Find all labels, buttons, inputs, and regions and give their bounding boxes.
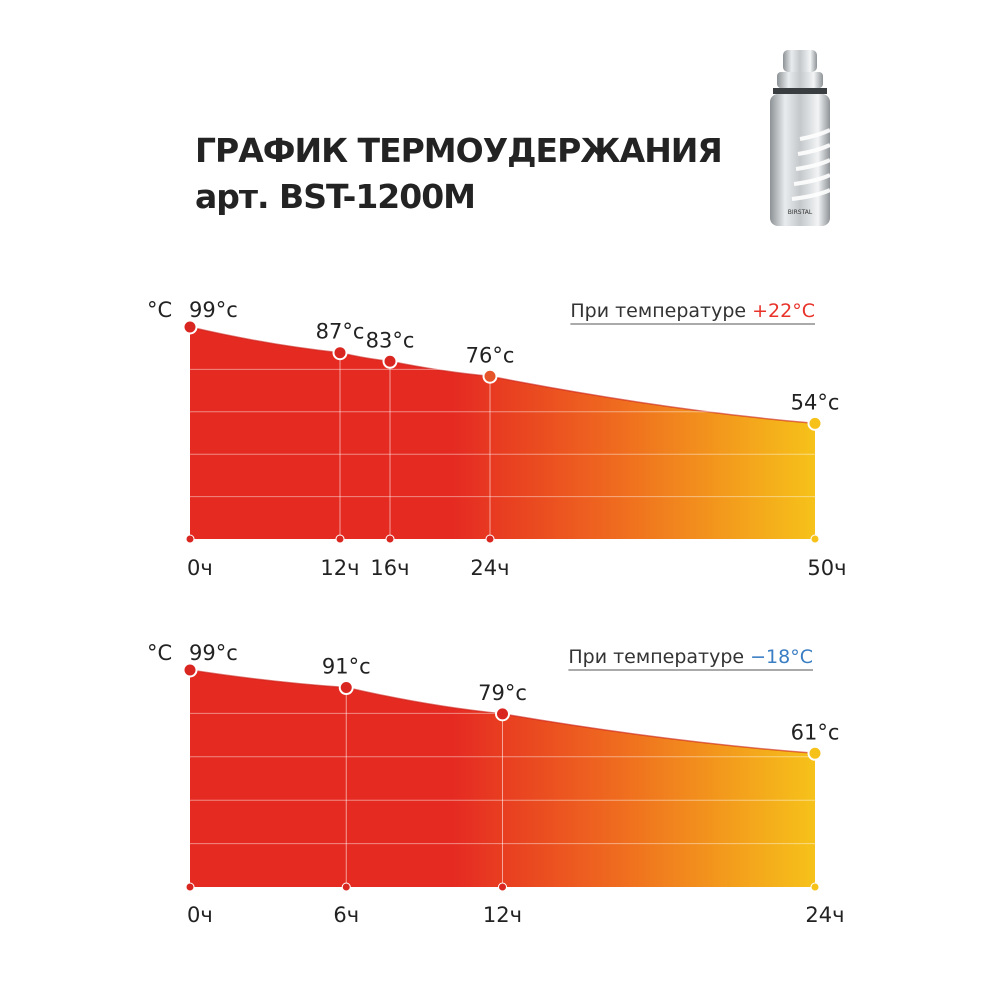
x-tick-marker [810, 882, 820, 892]
chart-cold: 99°c 91°c 79°c 61°c °C 0ч 6ч 12ч 24ч При температ… [147, 641, 845, 927]
x-tick-label: 0ч [187, 556, 213, 580]
data-label: 54°c [791, 390, 840, 414]
article-number: арт. BST-1200M [195, 177, 476, 216]
condition-label: При температуре −18°C [568, 646, 813, 668]
data-point [382, 353, 398, 369]
thermos-brand: BIRSTAL [788, 209, 813, 216]
condition-text: При температуре [568, 646, 750, 668]
data-label: 83°c [366, 328, 415, 352]
x-tick-label: 24ч [470, 556, 509, 580]
data-label: 91°c [322, 655, 371, 679]
x-tick-label: 12ч [483, 903, 522, 927]
data-label: 79°c [478, 681, 527, 705]
thermos-band [773, 88, 827, 94]
data-label: 99°c [189, 641, 238, 665]
data-point [807, 745, 823, 761]
series-line [189, 326, 816, 425]
series-line [189, 669, 816, 755]
condition-value: −18°C [750, 646, 813, 668]
chart-warm: 99°c 87°c 83°c 76°c 54°c °C 0ч 12ч 16ч 24ч 50ч При … [147, 298, 847, 580]
x-tick-label: 0ч [187, 903, 213, 927]
data-point [338, 680, 354, 696]
page-title: ГРАФИК ТЕРМОУДЕРЖАНИЯ [195, 131, 723, 170]
data-label: 61°c [791, 720, 840, 744]
area-fill [190, 327, 815, 539]
x-tick-label: 6ч [333, 903, 359, 927]
data-point [182, 662, 198, 678]
condition-text: При температуре [570, 300, 752, 322]
condition-value: +22°C [752, 300, 815, 322]
data-label: 99°c [189, 298, 238, 322]
data-point [495, 706, 510, 722]
data-point [482, 368, 498, 384]
data-label: 76°c [466, 343, 515, 367]
x-tick-marker [185, 882, 195, 892]
x-tick-marker [498, 882, 507, 892]
x-tick-label: 24ч [805, 903, 844, 927]
x-tick-marker [185, 534, 195, 544]
data-point [807, 415, 823, 431]
x-tick-marker [341, 882, 351, 892]
thermos-cap [783, 50, 817, 72]
thermos-neck [777, 72, 823, 88]
x-tick-marker [335, 534, 345, 544]
thermos-body [770, 94, 830, 226]
x-tick-marker [485, 534, 495, 544]
x-tick-label: 16ч [370, 556, 409, 580]
data-point [182, 319, 198, 335]
x-tick-marker [810, 534, 820, 544]
thermos-image: BIRSTAL [770, 50, 831, 226]
x-tick-marker [385, 534, 395, 544]
condition-label: При температуре +22°C [570, 300, 815, 322]
y-unit-label: °C [147, 298, 172, 322]
data-label: 87°c [316, 320, 365, 344]
data-point [332, 345, 348, 361]
title-block: ГРАФИК ТЕРМОУДЕРЖАНИЯ арт. BST-1200M [195, 128, 723, 220]
thermos-stripes [791, 128, 831, 201]
y-unit-label: °C [147, 641, 172, 665]
x-tick-label: 12ч [320, 556, 359, 580]
x-tick-label: 50ч [807, 556, 846, 580]
